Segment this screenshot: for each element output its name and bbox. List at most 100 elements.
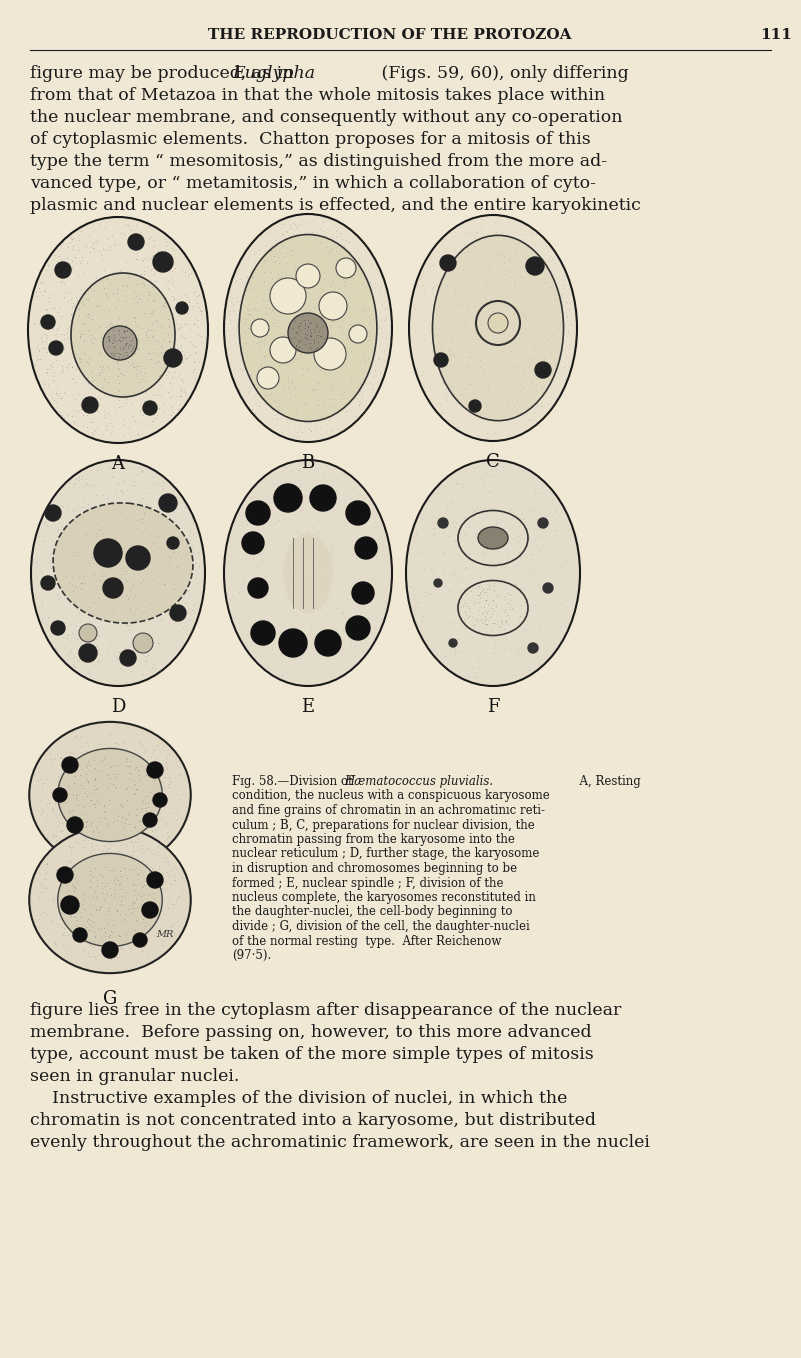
Point (171, 607, 184, 629)
Point (163, 250, 175, 272)
Point (480, 608, 493, 630)
Point (138, 804, 151, 826)
Point (48, 297, 61, 319)
Point (127, 318, 140, 340)
Point (496, 320, 509, 342)
Point (365, 490, 378, 512)
Point (175, 384, 187, 406)
Point (409, 603, 421, 625)
Point (163, 751, 175, 773)
Point (174, 789, 187, 811)
Point (134, 361, 147, 383)
Point (276, 240, 288, 262)
Point (113, 380, 126, 402)
Point (60, 648, 73, 669)
Point (364, 284, 376, 306)
Point (163, 255, 175, 277)
Point (465, 580, 477, 602)
Point (50, 520, 63, 542)
Point (77, 492, 90, 513)
Point (476, 580, 489, 602)
Point (500, 399, 513, 421)
Point (54, 247, 67, 269)
Point (74, 349, 87, 371)
Point (350, 269, 363, 291)
Point (528, 338, 541, 360)
Point (167, 619, 179, 641)
Point (473, 576, 486, 598)
Point (343, 231, 356, 253)
Point (299, 394, 312, 416)
Point (112, 873, 125, 895)
Point (555, 568, 568, 589)
Point (51, 864, 64, 885)
Point (433, 287, 446, 308)
Circle shape (51, 621, 65, 636)
Point (344, 390, 356, 411)
Point (301, 636, 314, 657)
Point (113, 733, 126, 755)
Point (81, 524, 94, 546)
Point (99, 807, 112, 828)
Point (155, 930, 168, 952)
Point (159, 323, 171, 345)
Point (115, 304, 128, 326)
Point (422, 364, 435, 386)
Point (276, 224, 289, 246)
Point (264, 340, 277, 361)
Point (490, 288, 503, 310)
Point (517, 459, 529, 481)
Point (441, 580, 454, 602)
Point (69, 372, 82, 394)
Point (50, 547, 63, 569)
Point (490, 596, 503, 618)
Point (100, 762, 113, 784)
Point (265, 261, 278, 282)
Point (302, 335, 315, 357)
Point (109, 777, 122, 799)
Point (437, 372, 449, 394)
Point (104, 877, 117, 899)
Point (77, 816, 90, 838)
Point (348, 263, 360, 285)
Point (92, 899, 105, 921)
Point (319, 580, 332, 602)
Point (133, 604, 146, 626)
Point (151, 341, 164, 363)
Point (56, 812, 69, 834)
Point (265, 239, 278, 261)
Point (417, 278, 430, 300)
Point (514, 375, 527, 397)
Point (106, 492, 119, 513)
Point (93, 588, 106, 610)
Point (121, 546, 134, 568)
Point (344, 335, 357, 357)
Point (67, 543, 80, 565)
Point (291, 297, 304, 319)
Point (62, 584, 74, 606)
Point (259, 512, 272, 534)
Point (314, 397, 327, 418)
Point (101, 845, 114, 866)
Point (529, 402, 541, 424)
Point (315, 357, 328, 379)
Point (128, 816, 141, 838)
Point (485, 606, 497, 627)
Point (511, 403, 524, 425)
Point (421, 629, 434, 650)
Point (164, 770, 177, 792)
Point (460, 378, 473, 399)
Point (171, 549, 183, 570)
Point (114, 925, 127, 947)
Point (467, 299, 480, 320)
Point (525, 372, 538, 394)
Point (496, 612, 509, 634)
Point (529, 478, 541, 500)
Point (129, 561, 142, 583)
Point (59, 565, 72, 587)
Point (310, 318, 323, 340)
Point (413, 269, 426, 291)
Point (94, 363, 107, 384)
Point (75, 338, 88, 360)
Point (71, 289, 84, 311)
